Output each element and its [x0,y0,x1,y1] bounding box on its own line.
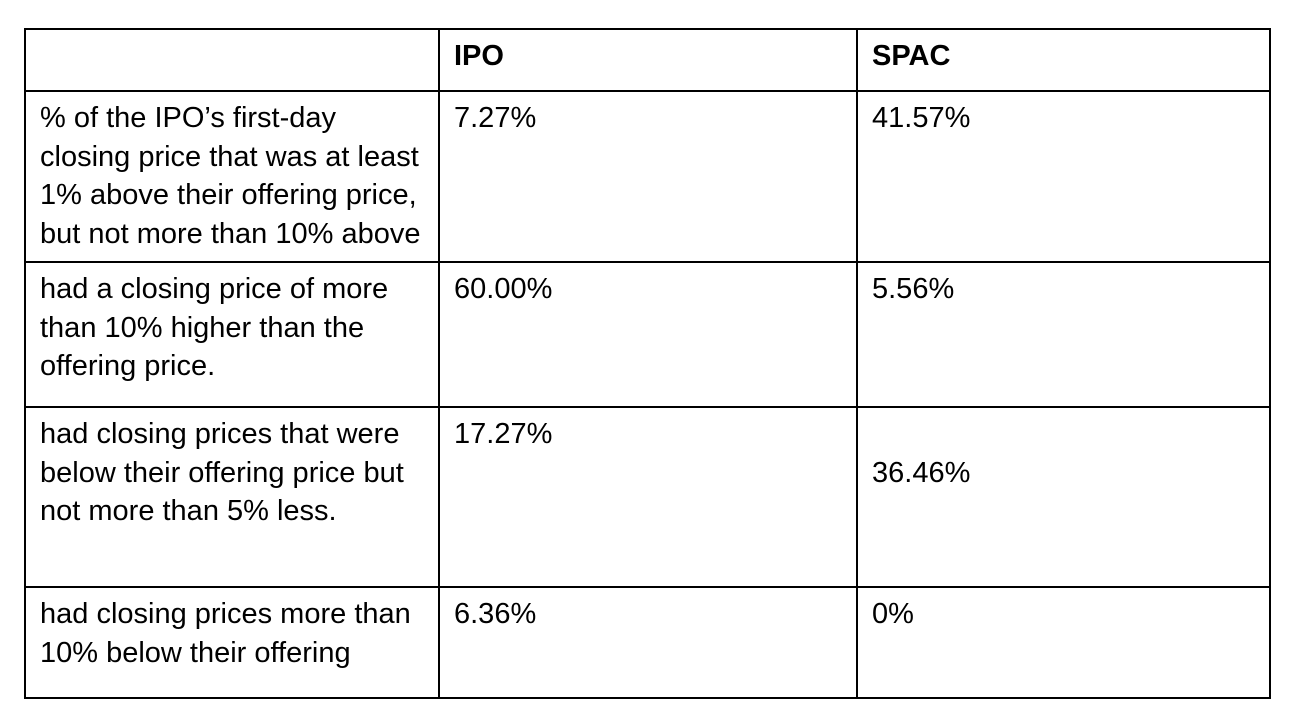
ipo-value-cell: 60.00% [438,260,858,408]
ipo-value-cell: 7.27% [438,90,858,263]
spac-value-cell: 36.46% [856,405,1271,588]
ipo-value-cell: 6.36% [438,585,858,699]
spac-value-cell: 0% [856,585,1271,699]
ipo-value-cell: 17.27% [438,405,858,588]
spac-value-cell: 41.57% [856,90,1271,263]
row-label-cell: had a closing price of more than 10% hig… [24,260,440,408]
row-label-cell: % of the IPO’s first-day closing price t… [24,90,440,263]
spac-value-cell: 5.56% [856,260,1271,408]
row-label-cell: had closing prices more than 10% below t… [24,585,440,699]
row-label-cell: had closing prices that were below their… [24,405,440,588]
table-row: had closing prices that were below their… [24,405,1271,588]
empty-corner-header-cell [24,28,440,92]
table-header-row: IPO SPAC [24,28,1271,92]
ipo-spac-comparison-table: IPO SPAC % of the IPO’s first-day closin… [24,28,1271,699]
table-row: % of the IPO’s first-day closing price t… [24,90,1271,263]
ipo-column-header: IPO [438,28,858,92]
table-row: had closing prices more than 10% below t… [24,585,1271,699]
spac-column-header: SPAC [856,28,1271,92]
table-row: had a closing price of more than 10% hig… [24,260,1271,408]
